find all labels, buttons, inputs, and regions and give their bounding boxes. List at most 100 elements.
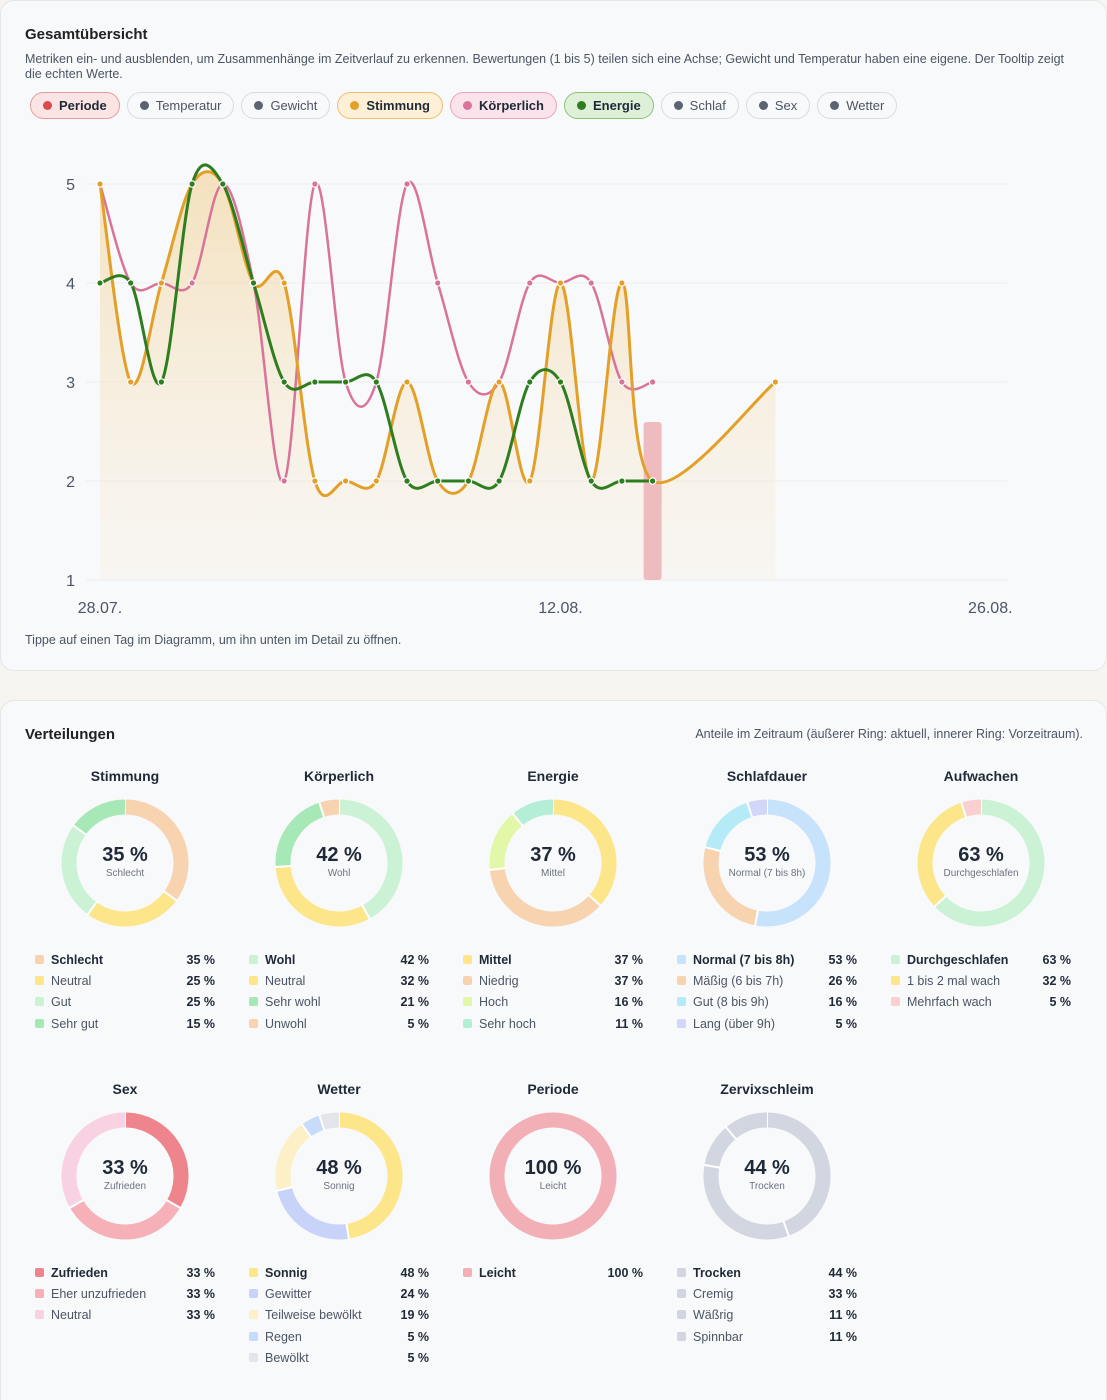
donut-segment[interactable] — [275, 1124, 312, 1191]
chip-wetter[interactable]: Wetter — [817, 92, 898, 119]
donut-segment[interactable] — [275, 802, 325, 867]
data-point-koerperlich[interactable] — [464, 378, 473, 386]
chip-energie[interactable]: Energie — [563, 92, 654, 119]
data-point-koerperlich[interactable] — [525, 279, 534, 287]
data-point-energie[interactable] — [157, 378, 166, 386]
data-point-energie[interactable] — [280, 378, 289, 386]
data-point-energie[interactable] — [188, 180, 196, 188]
data-point-koerperlich[interactable] — [188, 279, 196, 287]
data-point-energie[interactable] — [219, 180, 227, 188]
donut-segment[interactable] — [917, 802, 967, 907]
donut-ring[interactable] — [274, 1111, 404, 1241]
donut-segment[interactable] — [934, 799, 1045, 927]
donut-segment[interactable] — [489, 1112, 617, 1240]
data-point-energie[interactable] — [556, 378, 565, 386]
donut-segment[interactable] — [703, 1164, 789, 1240]
chip-koerperlich[interactable]: Körperlich — [449, 92, 557, 119]
donut-segment[interactable] — [301, 1115, 325, 1137]
donut-segment[interactable] — [705, 802, 753, 852]
data-point-stimmung[interactable] — [403, 378, 411, 386]
donut-ring[interactable] — [702, 1111, 832, 1241]
data-point-energie[interactable] — [618, 477, 626, 485]
data-point-energie[interactable] — [464, 477, 473, 485]
data-point-energie[interactable] — [96, 279, 104, 287]
data-point-energie[interactable] — [311, 378, 319, 386]
data-point-energie[interactable] — [126, 279, 135, 287]
data-point-koerperlich[interactable] — [433, 279, 442, 287]
chip-periode[interactable]: Periode — [30, 92, 120, 119]
data-point-stimmung[interactable] — [495, 378, 503, 386]
data-point-stimmung[interactable] — [618, 279, 626, 287]
data-point-koerperlich[interactable] — [311, 180, 319, 188]
data-point-stimmung[interactable] — [126, 378, 135, 386]
data-point-energie[interactable] — [341, 378, 350, 386]
data-point-stimmung[interactable] — [525, 477, 534, 485]
trend-chart[interactable]: 1 2 3 4 5 28.07. 12.08. 26.08. — [1, 141, 1107, 631]
chip-gewicht[interactable]: Gewicht — [241, 92, 331, 119]
data-point-koerperlich[interactable] — [403, 180, 411, 188]
data-point-stimmung[interactable] — [771, 378, 780, 386]
data-point-energie[interactable] — [495, 477, 503, 485]
data-point-stimmung[interactable] — [341, 477, 350, 485]
data-point-stimmung[interactable] — [280, 279, 289, 287]
donut-ring[interactable] — [916, 798, 1046, 928]
data-point-stimmung[interactable] — [157, 279, 166, 287]
donut-segment[interactable] — [747, 799, 768, 817]
data-point-stimmung[interactable] — [311, 477, 319, 485]
chip-stimmung[interactable]: Stimmung — [337, 92, 443, 119]
donut-segment[interactable] — [489, 813, 523, 870]
donut-separator — [162, 890, 178, 902]
donut-segment[interactable] — [70, 1199, 180, 1240]
data-point-stimmung[interactable] — [96, 180, 104, 188]
donut-segment[interactable] — [277, 1186, 349, 1240]
donut-segment[interactable] — [319, 799, 340, 817]
donut-segment[interactable] — [489, 867, 601, 927]
data-point-energie[interactable] — [372, 378, 381, 386]
donut-ring[interactable] — [60, 798, 190, 928]
data-point-stimmung[interactable] — [556, 279, 565, 287]
data-point-koerperlich[interactable] — [618, 378, 626, 386]
donut-segment[interactable] — [552, 799, 617, 906]
donut-segment[interactable] — [726, 1112, 768, 1140]
chip-sex[interactable]: Sex — [745, 92, 811, 119]
donut-ring[interactable] — [274, 798, 404, 928]
data-point-stimmung[interactable] — [372, 477, 381, 485]
donut-segment[interactable] — [704, 1127, 737, 1168]
donut-segment[interactable] — [766, 1112, 831, 1236]
chip-temperatur[interactable]: Temperatur — [126, 92, 235, 119]
donut-segment[interactable] — [961, 799, 982, 817]
donut-segment[interactable] — [338, 1112, 403, 1239]
donut-ring[interactable] — [488, 1111, 618, 1241]
data-point-koerperlich[interactable] — [648, 378, 657, 386]
data-point-koerperlich[interactable] — [587, 279, 596, 287]
period-bar[interactable] — [643, 422, 662, 580]
donut-segment[interactable] — [73, 799, 126, 835]
donut-segment[interactable] — [61, 1112, 126, 1208]
data-point-energie[interactable] — [249, 279, 258, 287]
donut-center-label: Normal (7 bis 8h) — [728, 868, 806, 879]
donut-segment[interactable] — [61, 825, 97, 915]
data-point-energie[interactable] — [648, 477, 657, 485]
donut-segment[interactable] — [319, 1112, 340, 1130]
donut-ring[interactable] — [488, 798, 618, 928]
donut-segment[interactable] — [755, 799, 831, 927]
data-point-energie[interactable] — [403, 477, 411, 485]
legend-value: 16 % — [614, 995, 644, 1010]
donut-segment[interactable] — [275, 865, 370, 927]
chip-schlaf[interactable]: Schlaf — [660, 92, 739, 119]
donut-ring[interactable] — [60, 1111, 190, 1241]
legend-value: 26 % — [828, 974, 858, 989]
donut-segment[interactable] — [124, 799, 189, 901]
data-point-koerperlich[interactable] — [280, 477, 289, 485]
donut-segment[interactable] — [512, 799, 554, 826]
data-point-energie[interactable] — [587, 477, 596, 485]
donut-ring[interactable] — [702, 798, 832, 928]
donut-segment[interactable] — [87, 891, 177, 927]
donut-separator — [782, 1220, 790, 1237]
donut-segment[interactable] — [703, 847, 759, 926]
donut-legend: Normal (7 bis 8h) 53 % Mäßig (6 bis 7h) 26 … — [677, 953, 857, 1038]
donut-segment[interactable] — [338, 799, 403, 919]
data-point-energie[interactable] — [525, 378, 534, 386]
data-point-energie[interactable] — [433, 477, 442, 485]
donut-segment[interactable] — [124, 1112, 189, 1208]
